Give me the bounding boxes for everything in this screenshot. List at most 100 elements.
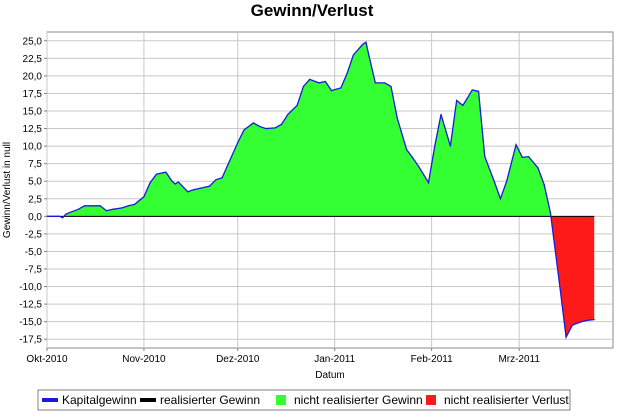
data-point [406, 149, 408, 151]
data-point [571, 324, 573, 326]
data-point [477, 90, 480, 92]
data-point [155, 173, 158, 175]
data-point [177, 181, 179, 183]
data-point [368, 55, 370, 57]
legend-box [37, 389, 571, 411]
data-point [265, 127, 267, 130]
data-point [174, 183, 176, 185]
data-point [209, 185, 211, 187]
data-point [471, 89, 473, 91]
data-point [121, 207, 123, 209]
y-tick-label: 17,5 [23, 89, 43, 100]
y-tick-label: -10,0 [19, 282, 42, 293]
legend: Kapitalgewinn realisierter Gewinn nicht re… [42, 393, 569, 407]
data-point [90, 205, 92, 207]
y-tick-label: -17,5 [19, 335, 42, 346]
data-point [456, 99, 458, 102]
data-point [187, 191, 189, 193]
data-point [362, 43, 364, 45]
data-point [449, 145, 451, 147]
data-point [302, 85, 305, 88]
data-point [390, 85, 392, 88]
y-tick-label: 5,0 [28, 177, 42, 188]
data-point [243, 129, 245, 131]
data-point [171, 180, 173, 182]
data-point [515, 144, 517, 146]
legend-swatch [276, 395, 286, 405]
data-point [237, 142, 239, 144]
area-unrealized-gain [47, 42, 595, 217]
y-axis-label: Gewinn/Verlust in null [2, 142, 13, 238]
y-tick-label: -2,5 [25, 229, 43, 240]
chart-title: Gewinn/Verlust [251, 1, 374, 20]
y-tick-label: -15,0 [19, 317, 42, 328]
x-tick-label: Nov-2010 [122, 354, 166, 365]
data-point [274, 127, 276, 129]
data-point [105, 210, 108, 212]
y-tick-label: 10,0 [23, 142, 43, 153]
data-point [149, 182, 151, 184]
data-point [493, 180, 495, 182]
data-point [280, 123, 283, 125]
data-point [324, 80, 326, 83]
data-point [287, 113, 289, 116]
area-layer [46, 41, 595, 340]
data-point [587, 319, 589, 321]
data-point [340, 87, 342, 89]
y-tick-label: -5,0 [25, 247, 43, 258]
data-point [352, 54, 355, 56]
data-point [374, 82, 376, 84]
data-point [221, 177, 223, 179]
data-point [384, 82, 386, 84]
data-point [484, 156, 486, 158]
y-tick-label: 22,5 [23, 54, 43, 65]
data-point [396, 117, 398, 119]
legend-swatch [42, 398, 58, 402]
data-point [83, 205, 86, 207]
data-point [99, 205, 101, 207]
data-point [309, 78, 311, 80]
legend-label: nicht realisierter Gewinn [294, 393, 423, 407]
x-axis-label: Datum [315, 370, 344, 381]
y-tick-label: 0,0 [28, 212, 42, 223]
x-tick-label: Okt-2010 [26, 354, 68, 365]
data-point [527, 156, 530, 158]
axis-layer: 25,0 22,5 20,0 17,5 15,0 12,5 10,0 7,5 5,0 2,5 0,0… [19, 36, 540, 365]
x-tick-label: Jan-2011 [314, 354, 355, 365]
data-point [521, 156, 523, 158]
data-point [499, 198, 502, 200]
data-point [346, 72, 348, 74]
data-point [434, 145, 436, 147]
data-point [252, 122, 254, 124]
legend-label: nicht realisierter Verlust [444, 393, 569, 407]
legend-swatch [140, 398, 156, 402]
x-tick-label: Dez-2010 [216, 354, 260, 365]
data-point [365, 41, 367, 43]
data-point [559, 285, 561, 288]
data-point [440, 113, 442, 116]
data-point [65, 213, 67, 215]
data-point [565, 336, 567, 338]
data-point [215, 179, 217, 181]
y-tick-label: -12,5 [19, 300, 42, 311]
legend-label: realisierter Gewinn [160, 393, 260, 407]
data-point [199, 187, 201, 189]
data-point [143, 196, 145, 198]
data-point [427, 182, 430, 184]
data-point [165, 171, 167, 173]
data-point [537, 167, 539, 169]
x-tick-label: Feb-2011 [411, 354, 454, 365]
data-point [581, 321, 583, 323]
y-tick-label: 2,5 [28, 194, 42, 205]
data-point [412, 157, 414, 159]
data-point [506, 180, 508, 182]
data-point [296, 104, 298, 106]
data-point [259, 125, 261, 128]
y-tick-label: 15,0 [23, 107, 43, 118]
data-point [549, 212, 552, 214]
data-point [62, 217, 64, 219]
data-point [112, 208, 114, 210]
data-point [77, 208, 79, 210]
